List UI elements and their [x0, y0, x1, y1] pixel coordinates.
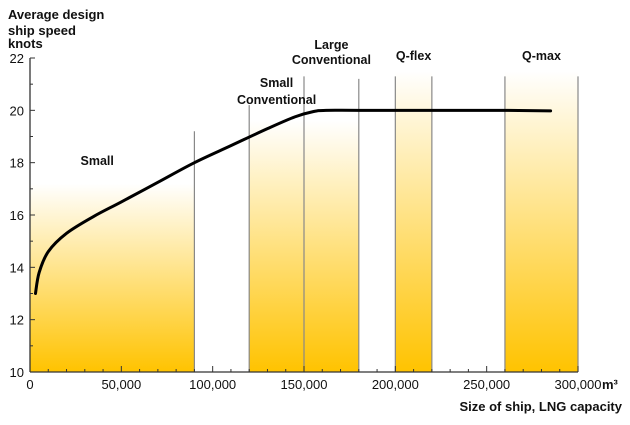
x-unit-label: m³: [602, 377, 619, 392]
y-axis-title-2: ship speed: [8, 23, 76, 38]
band-label-4: Q-max: [522, 49, 561, 63]
band-label-1: Conventional: [237, 93, 316, 107]
band-label-3: Q-flex: [396, 49, 431, 63]
band-0: [30, 183, 195, 372]
y-axis-title-3: knots: [8, 36, 43, 51]
x-tick-label: 300,000: [555, 377, 602, 392]
band-label-0: Small: [81, 154, 114, 168]
speed-curve: [33, 108, 553, 295]
x-tick-label: 150,000: [281, 377, 328, 392]
y-tick-label: 18: [10, 156, 24, 171]
band-label-2: Conventional: [292, 53, 371, 67]
x-tick-label: 200,000: [372, 377, 419, 392]
band-label-1: Small: [260, 76, 293, 90]
x-tick-label: 250,000: [463, 377, 510, 392]
band-3: [395, 71, 432, 372]
y-tick-label: 16: [10, 208, 24, 223]
y-tick-label: 10: [10, 365, 24, 380]
y-tick-label: 22: [10, 51, 24, 66]
band-1: [249, 120, 304, 372]
y-tick-label: 14: [10, 260, 24, 275]
band-4: [504, 71, 578, 372]
x-axis-title: Size of ship, LNG capacity: [459, 399, 622, 414]
y-tick-label: 20: [10, 103, 24, 118]
x-tick-label: 100,000: [189, 377, 236, 392]
y-tick-label: 12: [10, 313, 24, 328]
x-tick-label: 50,000: [101, 377, 141, 392]
band-label-2: Large: [314, 38, 348, 52]
x-tick-label: 0: [26, 377, 33, 392]
band-2: [304, 120, 359, 372]
y-axis-title-1: Average design: [8, 7, 104, 22]
